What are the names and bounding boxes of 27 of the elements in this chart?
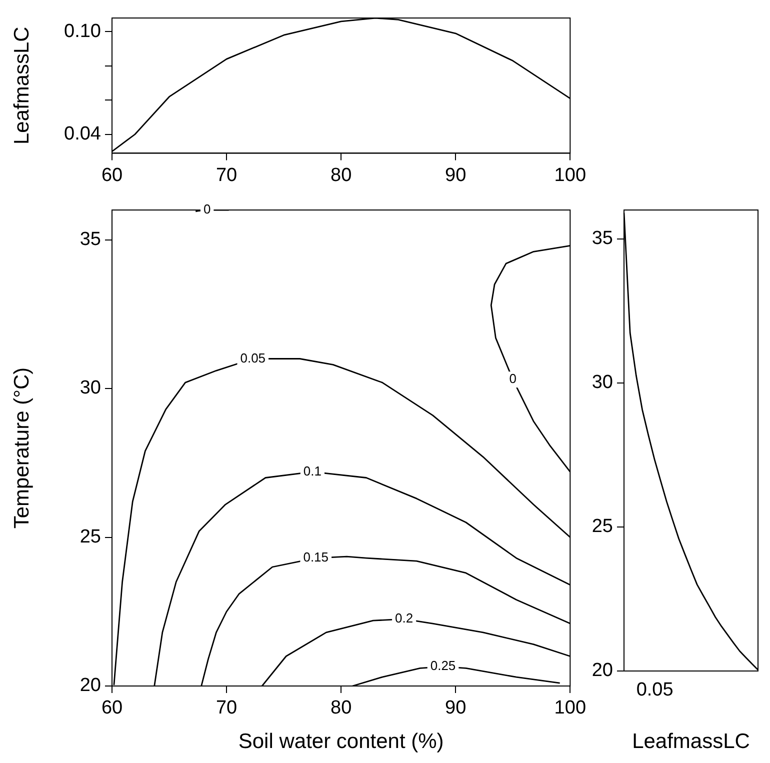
x-tick-label: 70 <box>216 698 238 719</box>
x-tick-label: 90 <box>445 698 466 719</box>
x-tick-label: 100 <box>554 164 586 186</box>
y-tick-label: 20 <box>80 675 101 696</box>
y-tick-label: 35 <box>592 228 613 250</box>
x-tick-label: 80 <box>330 698 352 719</box>
y-tick-label: 0.04 <box>64 124 102 145</box>
x-tick-label: 60 <box>101 698 123 719</box>
y-tick-label: 25 <box>592 516 613 538</box>
y-tick-label: 20 <box>592 660 613 682</box>
x-tick-label: 70 <box>216 164 238 186</box>
series-label: 0 <box>509 371 516 386</box>
y-tick-label: 30 <box>80 378 101 399</box>
y-axis-title: Temperature (°C) <box>10 367 34 529</box>
series-label: 0 <box>203 202 211 217</box>
y-tick-label: 0.10 <box>64 20 101 42</box>
x-tick-label: 100 <box>554 698 586 719</box>
y-tick-label: 30 <box>592 372 613 394</box>
x-axis-title: Soil water content (%) <box>238 730 444 754</box>
x-tick-label: 90 <box>445 164 466 186</box>
y-tick-label: 25 <box>80 526 101 548</box>
y-tick-label: 35 <box>80 228 101 250</box>
x-tick-label: 60 <box>101 164 123 186</box>
x-tick-label: 80 <box>330 164 352 186</box>
y-axis-title: LeafmassLC <box>10 26 34 145</box>
x-axis-title: LeafmassLC <box>632 730 750 754</box>
text: 0.05 <box>636 680 674 701</box>
